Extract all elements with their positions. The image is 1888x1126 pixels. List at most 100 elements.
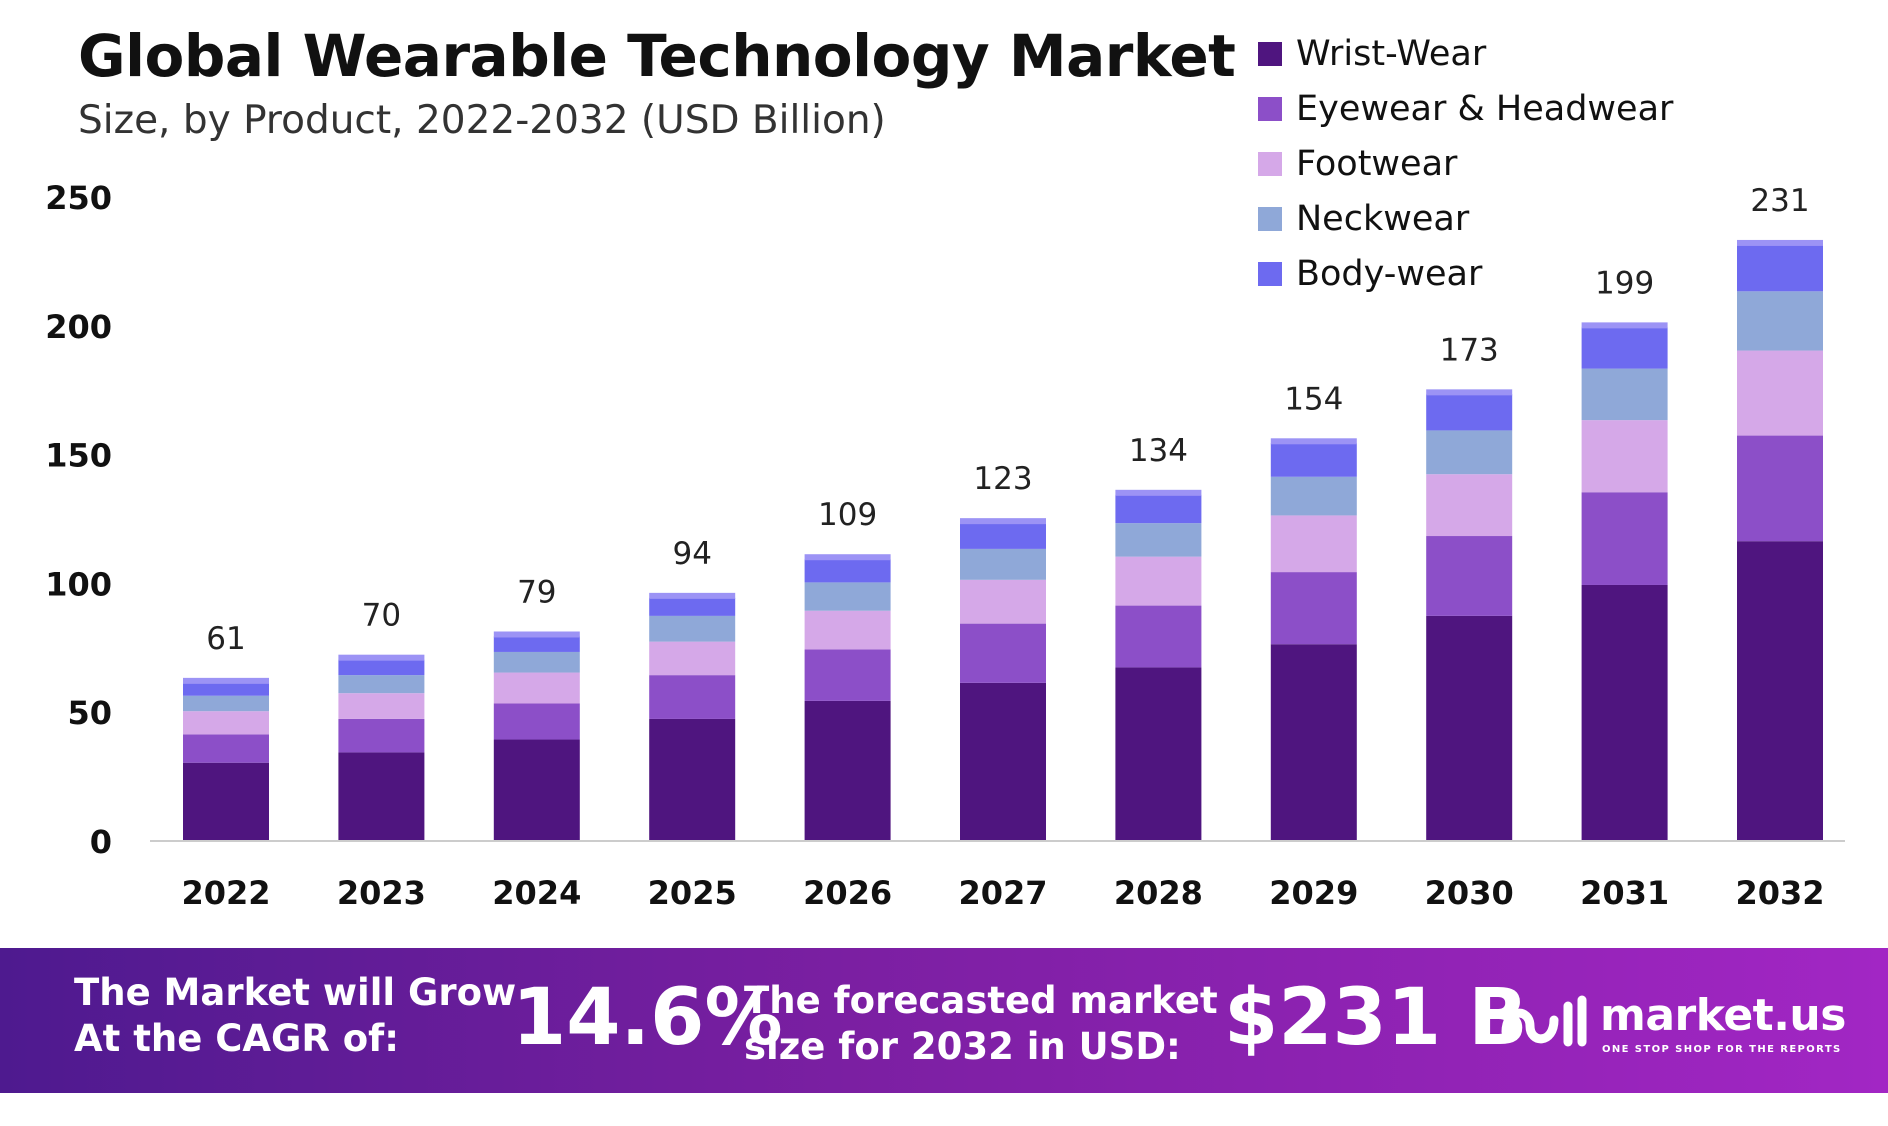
bar-total-label: 94 bbox=[672, 536, 711, 572]
bar-segment-body-wear bbox=[960, 523, 1046, 549]
legend-item: Eyewear & Headwear bbox=[1258, 81, 1673, 136]
bar-total-label: 173 bbox=[1440, 332, 1499, 368]
brand-name: market.us bbox=[1600, 990, 1846, 1041]
bar-segment-eyewear-headwear bbox=[1426, 536, 1513, 616]
bar-segment-footwear bbox=[804, 610, 891, 650]
bar-segment-eyewear-headwear bbox=[1581, 492, 1668, 585]
legend-swatch bbox=[1258, 41, 1282, 66]
x-tick-label: 2029 bbox=[1269, 874, 1358, 912]
legend-item: Body-wear bbox=[1258, 246, 1673, 301]
x-tick-label: 2031 bbox=[1580, 874, 1669, 912]
legend-label: Footwear bbox=[1296, 143, 1458, 184]
bar-segment-neckwear bbox=[1115, 523, 1202, 557]
bar-segment-wrist-wear bbox=[1426, 615, 1513, 840]
market-us-logo-icon bbox=[1501, 995, 1587, 1047]
bar-top-cap bbox=[804, 554, 891, 561]
bar-segment-eyewear-headwear bbox=[338, 718, 425, 753]
bar-top-cap bbox=[1115, 489, 1202, 496]
bar-segment-eyewear-headwear bbox=[493, 703, 580, 740]
bar-segment-wrist-wear bbox=[493, 739, 580, 840]
bar-segment-neckwear bbox=[338, 675, 425, 694]
legend-item: Wrist-Wear bbox=[1258, 26, 1673, 81]
bar-total-label: 154 bbox=[1284, 381, 1343, 417]
legend-swatch bbox=[1258, 96, 1282, 121]
bar-segment-body-wear bbox=[804, 559, 891, 583]
bar-total-label: 123 bbox=[973, 461, 1032, 497]
bar-segment-body-wear bbox=[1426, 394, 1513, 431]
x-tick-label: 2023 bbox=[337, 874, 426, 912]
brand-logo-block[interactable]: market.us ONE STOP SHOP FOR THE REPORTS bbox=[1500, 978, 1860, 1068]
bar-top-cap bbox=[493, 631, 580, 638]
bar-segment-neckwear bbox=[1581, 368, 1668, 421]
bar-segment-eyewear-headwear bbox=[960, 623, 1046, 683]
forecast-label-line-1: The forecasted market bbox=[744, 979, 1218, 1022]
bar-segment-neckwear bbox=[804, 582, 891, 611]
bar-segment-wrist-wear bbox=[1581, 584, 1668, 840]
bar-segment-wrist-wear bbox=[1737, 541, 1823, 840]
x-tick-label: 2028 bbox=[1114, 874, 1203, 912]
bar-segment-eyewear-headwear bbox=[649, 675, 736, 719]
bar-segment-footwear bbox=[649, 641, 736, 676]
legend-swatch bbox=[1258, 206, 1282, 231]
bar-segment-footwear bbox=[183, 711, 269, 735]
bar-top-cap bbox=[1426, 389, 1513, 396]
bar-segment-body-wear bbox=[1581, 327, 1668, 369]
bar-top-cap bbox=[1581, 322, 1668, 329]
bar-segment-neckwear bbox=[960, 548, 1046, 580]
y-tick-label: 0 bbox=[90, 823, 112, 861]
bar-segment-footwear bbox=[1426, 474, 1513, 537]
forecast-label-line-2: size for 2032 in USD: bbox=[744, 1025, 1181, 1068]
y-tick-label: 50 bbox=[67, 694, 112, 732]
bar-segment-footwear bbox=[338, 693, 425, 719]
bar-segment-body-wear bbox=[1737, 244, 1823, 292]
bar-total-label: 79 bbox=[517, 574, 556, 610]
bar-top-cap bbox=[649, 592, 736, 599]
cagr-label: The Market will Grow At the CAGR of: bbox=[74, 970, 516, 1062]
x-tick-label: 2026 bbox=[803, 874, 892, 912]
bar-segment-eyewear-headwear bbox=[804, 649, 891, 701]
bar-segment-wrist-wear bbox=[804, 700, 891, 840]
legend-item: Footwear bbox=[1258, 136, 1673, 191]
bar-segment-wrist-wear bbox=[1270, 644, 1357, 840]
forecast-value: $231 B bbox=[1224, 973, 1528, 1063]
bar-segment-body-wear bbox=[183, 682, 269, 696]
y-tick-label: 200 bbox=[45, 308, 112, 346]
y-tick-label: 150 bbox=[45, 437, 112, 475]
bar-total-label: 199 bbox=[1595, 265, 1654, 301]
bar-total-label: 61 bbox=[206, 621, 245, 657]
cagr-label-line-2: At the CAGR of: bbox=[74, 1017, 400, 1060]
bar-segment-footwear bbox=[493, 672, 580, 704]
bar-segment-eyewear-headwear bbox=[1115, 605, 1202, 668]
bar-top-cap bbox=[338, 654, 425, 661]
bar-segment-footwear bbox=[960, 579, 1046, 624]
bar-segment-neckwear bbox=[649, 615, 736, 642]
bar-segment-neckwear bbox=[1737, 291, 1823, 351]
x-tick-label: 2024 bbox=[492, 874, 581, 912]
cagr-value: 14.6% bbox=[512, 973, 783, 1063]
legend-label: Body-wear bbox=[1296, 253, 1483, 294]
legend-label: Wrist-Wear bbox=[1296, 33, 1487, 74]
legend-swatch bbox=[1258, 261, 1282, 286]
legend-label: Eyewear & Headwear bbox=[1296, 88, 1674, 129]
chart-subtitle: Size, by Product, 2022-2032 (USD Billion… bbox=[78, 98, 886, 143]
footer-banner: The Market will Grow At the CAGR of: 14.… bbox=[0, 948, 1888, 1093]
x-tick-label: 2025 bbox=[648, 874, 737, 912]
bar-top-cap bbox=[183, 677, 269, 684]
bar-segment-neckwear bbox=[1270, 476, 1357, 516]
x-tick-label: 2030 bbox=[1425, 874, 1514, 912]
bar-segment-neckwear bbox=[1426, 430, 1513, 475]
brand-tagline: ONE STOP SHOP FOR THE REPORTS bbox=[1602, 1044, 1842, 1055]
bar-segment-wrist-wear bbox=[649, 718, 736, 840]
bar-segment-body-wear bbox=[1270, 443, 1357, 477]
forecast-label: The forecasted market size for 2032 in U… bbox=[744, 978, 1218, 1070]
bar-total-label: 70 bbox=[362, 598, 401, 634]
bar-segment-footwear bbox=[1270, 515, 1357, 573]
bar-segment-wrist-wear bbox=[960, 682, 1046, 840]
stacked-bar-chart: 0 50 100 150 200 250 61 2022 70 2023 79 2024 94 2025 1… bbox=[45, 179, 1845, 912]
y-tick-label: 250 bbox=[45, 179, 112, 217]
chart-title: Global Wearable Technology Market bbox=[78, 22, 1236, 90]
bar-segment-body-wear bbox=[649, 597, 736, 616]
bar-segment-wrist-wear bbox=[338, 752, 425, 840]
bar-segment-eyewear-headwear bbox=[1270, 572, 1357, 645]
bar-total-label: 109 bbox=[818, 497, 877, 533]
